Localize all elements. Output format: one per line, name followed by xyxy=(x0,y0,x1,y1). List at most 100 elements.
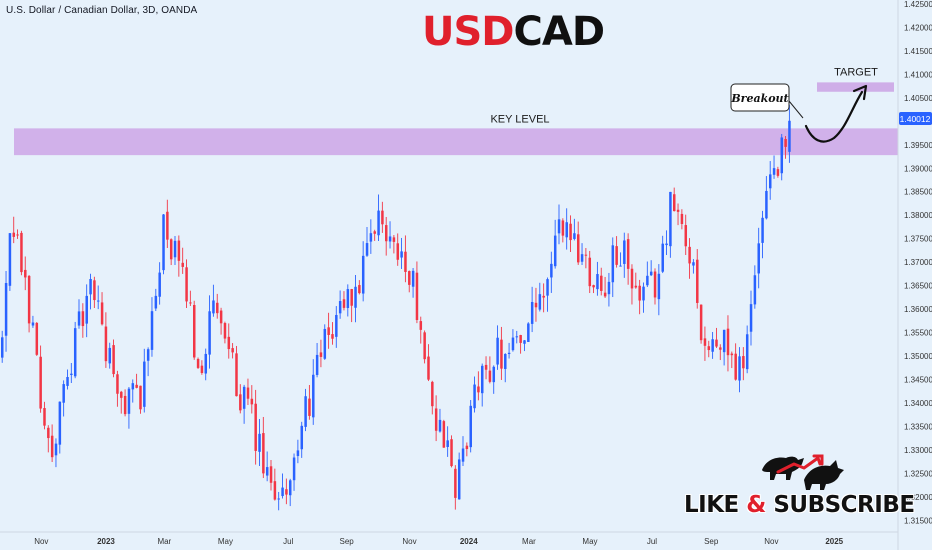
candle-body xyxy=(592,285,595,288)
candle-body xyxy=(258,433,261,452)
key-level-label: KEY LEVEL xyxy=(490,113,549,125)
candle-body xyxy=(742,356,745,369)
candle-body xyxy=(8,233,12,286)
x-tick-label: May xyxy=(582,537,597,546)
candle-body xyxy=(638,285,641,301)
candle-body xyxy=(146,349,150,361)
symbol-info[interactable]: U.S. Dollar / Canadian Dollar, 3D, OANDA xyxy=(6,5,198,16)
candle-body xyxy=(350,289,353,306)
candle-body xyxy=(31,322,35,326)
candle-body xyxy=(396,243,400,260)
candle-body xyxy=(123,395,127,415)
projection-arrow xyxy=(804,90,864,143)
target-label: TARGET xyxy=(834,66,878,78)
candle-body xyxy=(24,269,27,278)
candle-body xyxy=(120,391,123,398)
candle-body xyxy=(97,300,100,302)
candle-body xyxy=(335,314,338,337)
candle-body xyxy=(143,361,146,407)
candle-body xyxy=(623,240,626,264)
candle-body xyxy=(62,384,65,403)
x-tick-label: Sep xyxy=(704,537,719,546)
candle-body xyxy=(43,408,46,426)
candle-body xyxy=(116,374,119,394)
x-axis[interactable]: Nov 2023 Mar May Jul Sep Nov 2024 Mar May Jul Sep No… xyxy=(34,537,844,546)
candle-body xyxy=(496,337,499,365)
x-tick-label: May xyxy=(218,537,233,546)
x-tick-label: 2024 xyxy=(460,537,478,546)
candle-body xyxy=(12,232,16,237)
candle-body xyxy=(523,340,526,344)
candle-body xyxy=(450,439,453,467)
y-tick-label: 1.37000 xyxy=(904,258,932,267)
candle-body xyxy=(388,236,392,242)
candle-body xyxy=(542,295,545,298)
candle-body xyxy=(527,323,530,342)
candle-body xyxy=(104,326,108,362)
y-tick-label: 1.34500 xyxy=(904,375,932,384)
candle-body xyxy=(81,311,85,327)
like-subscribe-banner[interactable]: LIKE & SUBSCRIBE xyxy=(684,492,915,518)
candle-body xyxy=(469,405,472,448)
candle-body xyxy=(481,365,484,394)
candle-body xyxy=(39,356,42,409)
candle-body xyxy=(573,233,576,239)
x-tick-label: Sep xyxy=(340,537,355,546)
candle-body xyxy=(749,304,753,332)
candle-body xyxy=(16,234,19,236)
candle-body xyxy=(158,272,161,297)
candle-body xyxy=(780,137,784,174)
y-axis[interactable]: 1.425001.420001.415001.410001.405001.400… xyxy=(904,0,932,525)
candle-body xyxy=(722,329,726,353)
candle-body xyxy=(434,408,438,431)
candle-body xyxy=(423,332,426,360)
candle-body xyxy=(649,271,653,276)
candle-body xyxy=(300,425,304,450)
y-tick-label: 1.42500 xyxy=(904,0,932,9)
y-tick-label: 1.38000 xyxy=(904,211,932,220)
candle-body xyxy=(546,279,549,296)
candle-body xyxy=(488,370,492,382)
candle-body xyxy=(108,347,112,364)
candle-body xyxy=(534,302,538,308)
candle-body xyxy=(296,450,300,457)
candle-body xyxy=(285,489,288,495)
candle-body xyxy=(177,240,181,261)
last-price-label: 1.40012 xyxy=(900,114,931,124)
candle-body xyxy=(707,346,711,351)
candle-body xyxy=(377,210,380,236)
candle-body xyxy=(235,353,238,397)
candle-body xyxy=(169,239,173,260)
candle-body xyxy=(584,254,588,256)
candle-body xyxy=(400,251,403,258)
candle-body xyxy=(630,268,634,289)
candle-body xyxy=(607,281,611,295)
candle-body xyxy=(385,225,388,242)
candle-body xyxy=(204,353,208,374)
candle-body xyxy=(580,254,584,262)
candle-body xyxy=(369,233,373,242)
candle-body xyxy=(492,366,496,383)
candle-body xyxy=(577,234,580,263)
candle-body xyxy=(66,376,69,386)
candle-body xyxy=(100,302,104,325)
y-tick-label: 1.34000 xyxy=(904,399,932,408)
breakout-label: Breakout xyxy=(730,92,788,105)
y-tick-label: 1.39000 xyxy=(904,164,932,173)
candle-body xyxy=(626,239,630,269)
candle-body xyxy=(185,267,188,302)
candle-body xyxy=(427,356,430,380)
candle-body xyxy=(600,275,603,291)
candle-body xyxy=(611,245,615,283)
candle-body xyxy=(358,285,361,294)
x-tick-label: Jul xyxy=(283,537,293,546)
candle-body xyxy=(515,336,519,338)
candle-body xyxy=(223,323,227,339)
candle-body xyxy=(27,275,31,324)
candle-body xyxy=(726,328,730,356)
candle-body xyxy=(196,358,200,368)
candle-body xyxy=(603,292,607,297)
x-tick-label: Mar xyxy=(522,537,536,546)
candle-body xyxy=(20,232,23,273)
